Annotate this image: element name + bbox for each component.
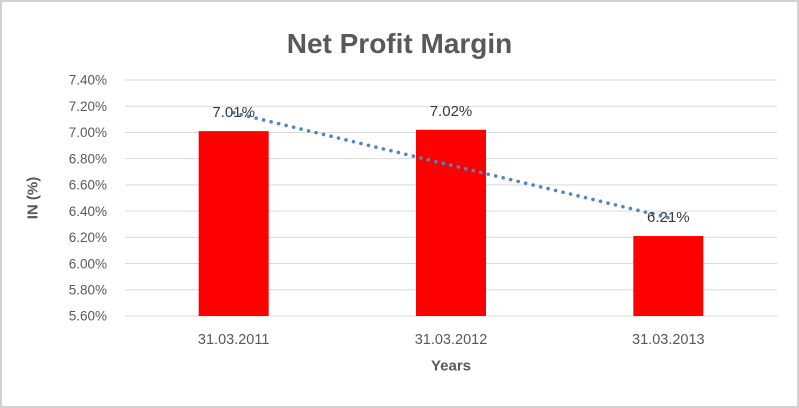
bar-1[interactable] [198,131,269,316]
y-tick-label: 6.40% [69,204,107,219]
bar-value-label: 6.21% [647,209,690,226]
bar-2[interactable] [416,129,486,316]
y-tick-label: 7.00% [69,125,107,140]
x-category-label: 31.03.2012 [415,332,488,348]
trendline[interactable] [231,110,671,220]
y-tick-label: 6.20% [69,230,107,245]
x-axis-title: Years [430,357,472,375]
bar-3[interactable] [633,236,704,316]
y-tick-label: 5.60% [69,309,107,324]
bar-value-label: 7.02% [430,103,473,120]
y-tick-label: 6.80% [69,151,107,166]
y-tick-label: 6.00% [69,256,107,271]
x-category-label: 31.03.2011 [198,332,270,348]
y-tick-label: 7.40% [69,73,107,88]
x-category-label: 31.03.2013 [632,332,705,348]
y-axis-title: IN (%) [24,176,42,220]
y-tick-label: 6.60% [69,178,107,193]
y-tick-label: 5.80% [69,283,107,298]
bar-value-label: 7.01% [212,104,255,121]
chart-title: Net Profit Margin [286,28,513,59]
y-tick-label: 7.20% [69,99,107,114]
